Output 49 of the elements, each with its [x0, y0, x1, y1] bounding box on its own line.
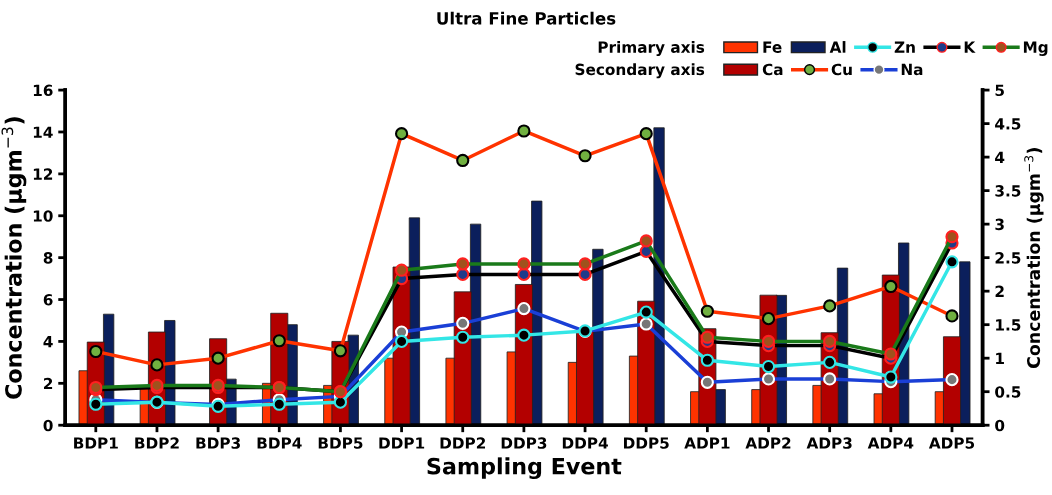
y2-tick-label: 0	[995, 419, 1005, 432]
y-tick-label: 6	[43, 294, 53, 306]
y-tick-label: 8	[43, 252, 53, 264]
x-tick-label: DDP1	[379, 437, 425, 449]
y2-tick-label: 3.5	[995, 185, 1021, 197]
x-tick-label: DDP3	[501, 437, 547, 449]
x-tick-label: ADP1	[684, 437, 730, 449]
x-tick-label: ADP3	[806, 437, 852, 449]
x-tick-label: BDP4	[257, 437, 302, 449]
legend-label: K	[964, 41, 976, 53]
legend-label: Fe	[763, 41, 782, 53]
legend-label: Na	[901, 63, 923, 76]
x-tick-label: BDP1	[74, 437, 118, 449]
legend-label: Al	[829, 41, 846, 53]
y-tick-label: 16	[33, 84, 53, 97]
legend-label: Ca	[762, 63, 783, 76]
y-tick-label: 0	[43, 419, 53, 432]
chart-title: Ultra Fine Particles	[437, 11, 616, 25]
y2-tick-label: 0.5	[995, 386, 1021, 398]
y2-tick-label: 2.5	[995, 252, 1021, 264]
x-tick-label: DDP5	[624, 437, 669, 449]
y-tick-label: 2	[44, 377, 53, 390]
y-tick-label: 4	[43, 336, 53, 348]
legend-label: Cu	[831, 63, 852, 76]
text: Secondary axis	[575, 63, 705, 79]
x-axis-title: Sampling Event	[427, 457, 622, 480]
y-tick-label: 12	[33, 168, 53, 180]
y-axis-title: Concentration (µgm$^{−3}$)	[1, 117, 27, 399]
x-tick-label: DDP2	[440, 437, 486, 449]
text: Primary axis	[598, 41, 705, 56]
y2-axis-title: Concentration (µgm$^{−3}$)	[1024, 148, 1044, 368]
x-tick-label: ADP4	[867, 437, 914, 449]
x-tick-label: DDP4	[562, 437, 608, 449]
legend-label: Zn	[894, 41, 915, 53]
x-tick-label: BDP2	[135, 437, 179, 449]
legend-label: Mg	[1023, 41, 1048, 56]
x-tick-label: ADP5	[928, 437, 975, 449]
y2-tick-label: 2	[995, 285, 1004, 297]
y2-tick-label: 3	[995, 218, 1004, 231]
y-tick-label: 10	[33, 210, 53, 222]
y2-tick-label: 4	[995, 151, 1005, 163]
y2-tick-label: 4.5	[995, 118, 1021, 130]
y2-tick-label: 5	[995, 84, 1004, 97]
x-tick-label: ADP2	[745, 437, 791, 449]
y2-tick-label: 1.5	[996, 319, 1021, 331]
x-tick-label: BDP3	[196, 437, 240, 449]
x-tick-label: BDP5	[318, 437, 363, 449]
y2-tick-label: 1	[996, 352, 1004, 364]
y-tick-label: 14	[33, 126, 53, 138]
